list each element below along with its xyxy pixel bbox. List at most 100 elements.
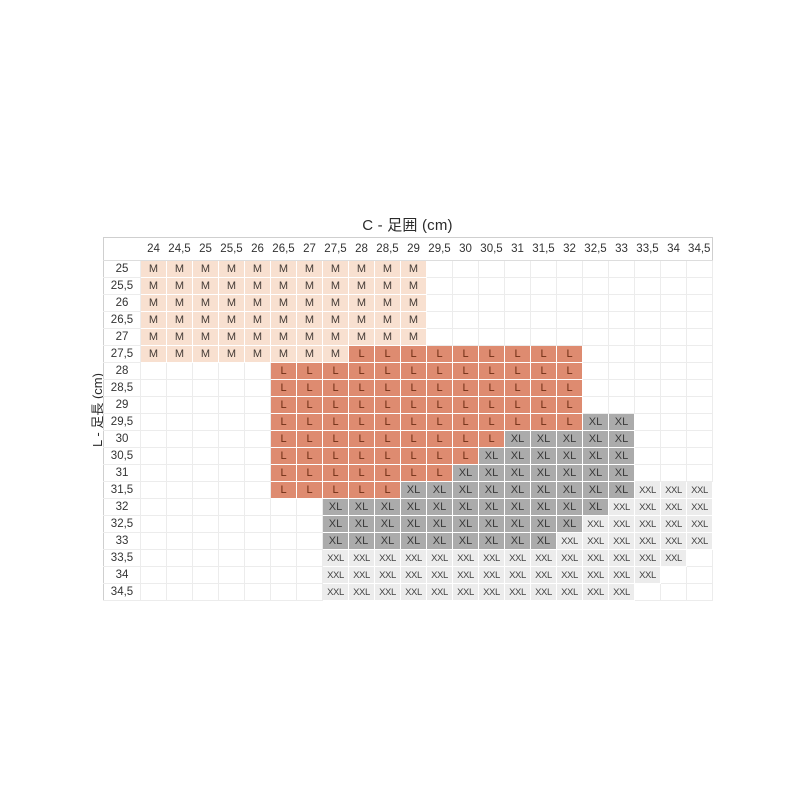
size-cell-m: M: [218, 311, 245, 329]
empty-cell: [140, 532, 167, 550]
corner-cell: [103, 237, 141, 261]
size-cell-l: L: [504, 345, 531, 363]
size-cell-l: L: [374, 413, 401, 431]
empty-cell: [686, 345, 713, 363]
column-header: 26: [244, 237, 271, 261]
size-cell-m: M: [270, 345, 297, 363]
table-row: 32,5 XL XL XL XL XL XL XL XL XL XL XXL XXL XXL XXL XXL: [103, 515, 713, 533]
size-cell-xxl: XXL: [634, 498, 661, 516]
size-cell-xl: XL: [608, 413, 635, 431]
empty-cell: [244, 379, 271, 397]
size-cell-xxl: XXL: [660, 498, 687, 516]
size-cell-l: L: [374, 362, 401, 380]
size-cell-m: M: [348, 328, 375, 346]
table-row: 34,5 XXL XXL XXL XXL XXL XXL XXL XXL XXL XXL XXL XXL: [103, 583, 713, 601]
empty-cell: [504, 294, 531, 312]
column-header: 29,5: [426, 237, 453, 261]
size-cell-xl: XL: [582, 447, 609, 465]
size-cell-m: M: [218, 345, 245, 363]
size-cell-xl: XL: [530, 515, 557, 533]
size-cell-m: M: [296, 294, 323, 312]
empty-cell: [140, 549, 167, 567]
empty-cell: [218, 532, 245, 550]
size-cell-xxl: XXL: [348, 566, 375, 584]
size-cell-xxl: XXL: [478, 583, 505, 601]
size-cell-l: L: [296, 379, 323, 397]
size-cell-xxl: XXL: [608, 566, 635, 584]
empty-cell: [166, 447, 193, 465]
size-cell-l: L: [374, 430, 401, 448]
column-header: 27: [296, 237, 323, 261]
table-row: 32 XL XL XL XL XL XL XL XL XL XL XL XXL XXL XXL XXL: [103, 498, 713, 516]
size-cell-xxl: XXL: [686, 532, 713, 550]
empty-cell: [608, 294, 635, 312]
size-cell-m: M: [166, 311, 193, 329]
size-cell-l: L: [348, 362, 375, 380]
empty-cell: [608, 260, 635, 278]
size-cell-xl: XL: [322, 498, 349, 516]
empty-cell: [218, 379, 245, 397]
size-cell-m: M: [348, 294, 375, 312]
empty-cell: [686, 464, 713, 482]
column-header: 34: [660, 237, 687, 261]
size-cell-xxl: XXL: [634, 549, 661, 567]
size-cell-m: M: [270, 328, 297, 346]
empty-cell: [192, 498, 219, 516]
size-cell-l: L: [556, 396, 583, 414]
size-cell-l: L: [296, 413, 323, 431]
size-cell-xxl: XXL: [608, 549, 635, 567]
table-row: 33,5 XXL XXL XXL XXL XXL XXL XXL XXL XXL XXL XXL XXL…: [103, 549, 713, 567]
size-cell-l: L: [452, 345, 479, 363]
size-cell-l: L: [322, 447, 349, 465]
empty-cell: [140, 464, 167, 482]
empty-cell: [686, 583, 713, 601]
size-cell-m: M: [244, 345, 271, 363]
size-cell-l: L: [270, 447, 297, 465]
size-cell-xl: XL: [504, 515, 531, 533]
size-cell-l: L: [348, 413, 375, 431]
size-cell-xxl: XXL: [660, 481, 687, 499]
empty-cell: [218, 515, 245, 533]
size-cell-m: M: [270, 294, 297, 312]
size-cell-l: L: [348, 447, 375, 465]
size-cell-l: L: [478, 345, 505, 363]
column-header: 32,5: [582, 237, 609, 261]
size-cell-xl: XL: [582, 481, 609, 499]
table-row: 29 L L L L L L L L L L L L: [103, 396, 713, 414]
grid-body: 25 M M M M M M M M M M M 25,5 M M M M M M M M M M M 26 M M M M M M M M M M…: [103, 260, 713, 601]
empty-cell: [608, 328, 635, 346]
size-cell-l: L: [400, 464, 427, 482]
column-header: 24,5: [166, 237, 193, 261]
size-cell-xl: XL: [400, 532, 427, 550]
empty-cell: [166, 379, 193, 397]
size-cell-l: L: [270, 430, 297, 448]
empty-cell: [660, 362, 687, 380]
size-cell-l: L: [296, 396, 323, 414]
grid-header: 24 24,5 25 25,5 26 26,5 27 27,5 28 28,5 29 29,5 30 30…: [103, 237, 713, 261]
size-cell-l: L: [452, 430, 479, 448]
row-header: 32,5: [103, 515, 141, 533]
size-cell-m: M: [244, 277, 271, 295]
row-header: 25: [103, 260, 141, 278]
empty-cell: [660, 328, 687, 346]
size-cell-l: L: [426, 413, 453, 431]
size-cell-xxl: XXL: [660, 532, 687, 550]
size-cell-l: L: [452, 379, 479, 397]
column-header: 24: [140, 237, 167, 261]
size-cell-m: M: [192, 277, 219, 295]
size-cell-xxl: XXL: [374, 566, 401, 584]
size-grid-table: 24 24,5 25 25,5 26 26,5 27 27,5 28 28,5 29 29,5 30 30…: [103, 237, 713, 601]
size-cell-l: L: [270, 379, 297, 397]
empty-cell: [166, 498, 193, 516]
size-cell-xl: XL: [374, 515, 401, 533]
empty-cell: [244, 362, 271, 380]
size-cell-xl: XL: [504, 430, 531, 448]
empty-cell: [192, 447, 219, 465]
empty-cell: [660, 413, 687, 431]
size-cell-l: L: [322, 362, 349, 380]
size-cell-xl: XL: [504, 464, 531, 482]
size-cell-xl: XL: [426, 498, 453, 516]
row-header: 33: [103, 532, 141, 550]
size-cell-l: L: [348, 379, 375, 397]
empty-cell: [218, 566, 245, 584]
